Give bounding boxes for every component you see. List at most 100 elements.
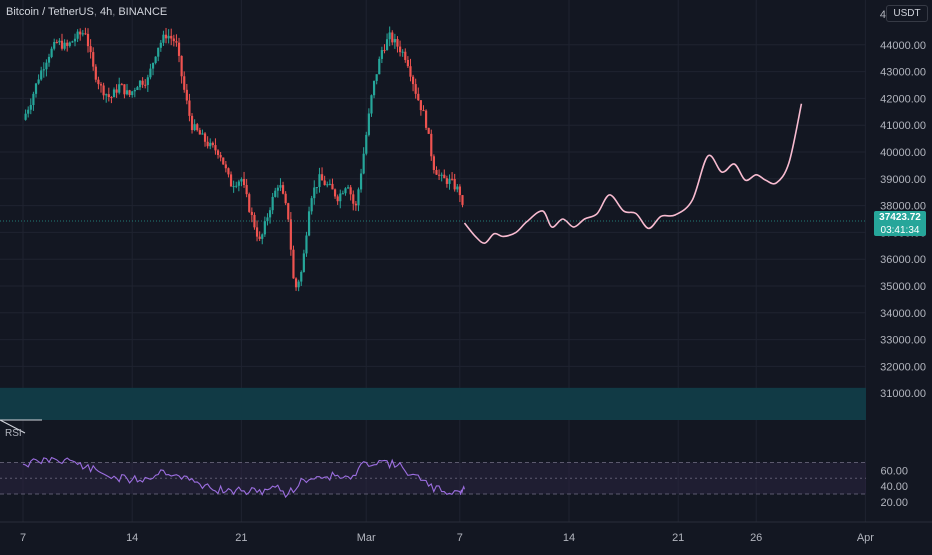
candle-body (430, 133, 433, 157)
candle (97, 76, 100, 90)
candle-body (79, 31, 82, 35)
price-tick-label: 36000.00 (880, 254, 926, 266)
currency-selector[interactable]: USDT (886, 5, 928, 22)
price-tick-label: 43000.00 (880, 67, 926, 79)
candle (323, 175, 326, 186)
candle (53, 38, 56, 51)
candle-body (149, 68, 152, 78)
candle (154, 56, 157, 65)
candle (255, 220, 259, 242)
candle-body (60, 40, 64, 49)
chart-title: Bitcoin / TetherUS, 4h, BINANCE (6, 6, 168, 18)
candle-body (151, 63, 155, 69)
candle-body (125, 90, 129, 95)
candle-body (367, 113, 370, 135)
candle (86, 28, 90, 53)
candle-body (66, 42, 69, 46)
candle-body (196, 124, 199, 131)
candle-body (253, 214, 256, 228)
candle (427, 127, 430, 135)
candle-body (216, 150, 220, 156)
candle-body (219, 155, 222, 158)
candle (42, 62, 45, 78)
candle (294, 277, 298, 291)
last-price-tag: 37423.72 (874, 211, 926, 224)
candle (349, 184, 352, 201)
candle (180, 55, 183, 84)
candle-body (284, 193, 287, 204)
candle (409, 58, 412, 82)
candle (209, 138, 212, 150)
candle (297, 279, 300, 292)
candle-body (89, 46, 92, 53)
candle-body (99, 84, 103, 86)
candle-body (271, 196, 274, 211)
candle-body (279, 185, 282, 188)
candle-body (188, 100, 191, 116)
candle-body (92, 52, 95, 67)
candle (164, 27, 168, 44)
price-scale (866, 0, 932, 522)
candle-body (34, 83, 38, 94)
candle (55, 39, 58, 44)
candle (435, 166, 438, 175)
candle-body (177, 42, 181, 56)
candle (81, 30, 84, 37)
candle-body (63, 42, 66, 49)
candle-body (349, 187, 352, 195)
candle-body (339, 193, 342, 202)
time-tick-label: 21 (672, 532, 684, 544)
candle (151, 62, 155, 76)
candle-body (245, 185, 248, 195)
candle-body (164, 34, 168, 39)
candle-body (37, 79, 40, 84)
price-tick-label: 39000.00 (880, 174, 926, 186)
candle (242, 171, 246, 188)
candle-body (144, 84, 147, 86)
drawing-line (0, 419, 26, 434)
candle (248, 192, 251, 213)
candle-body (427, 127, 430, 134)
candle (422, 105, 425, 112)
candle (170, 28, 173, 46)
price-tick-label: 38000.00 (880, 201, 926, 213)
candle-body (29, 105, 32, 110)
candle-body (287, 203, 290, 220)
candle-body (313, 187, 316, 199)
candle-body (281, 185, 285, 194)
candle (336, 194, 339, 205)
candle-body (318, 174, 321, 188)
candle (99, 82, 103, 93)
candle (344, 187, 347, 196)
candle-body (185, 89, 188, 101)
candle-body (336, 196, 339, 202)
candle (396, 36, 399, 53)
candle-body (120, 84, 123, 86)
candle (141, 77, 144, 88)
candle (94, 64, 97, 83)
candle (47, 53, 51, 67)
price-tick-label: 41000.00 (880, 120, 926, 132)
candle-body (24, 113, 27, 120)
candle-body (414, 84, 417, 94)
price-tick-label: 32000.00 (880, 361, 926, 373)
candle (331, 178, 334, 190)
candle (266, 213, 269, 226)
candle-body (55, 42, 58, 44)
candle (287, 202, 290, 223)
candle (352, 190, 355, 211)
candle (66, 39, 69, 52)
candle-body (110, 97, 113, 99)
candle-body (422, 110, 425, 112)
candle-body (294, 278, 298, 288)
candle (388, 26, 391, 47)
candle-body (453, 178, 456, 190)
candle-body (326, 184, 329, 186)
candle (92, 47, 95, 71)
candle (136, 85, 139, 91)
candle-body (450, 178, 454, 180)
candle-body (73, 38, 77, 42)
candle-body (68, 42, 71, 46)
